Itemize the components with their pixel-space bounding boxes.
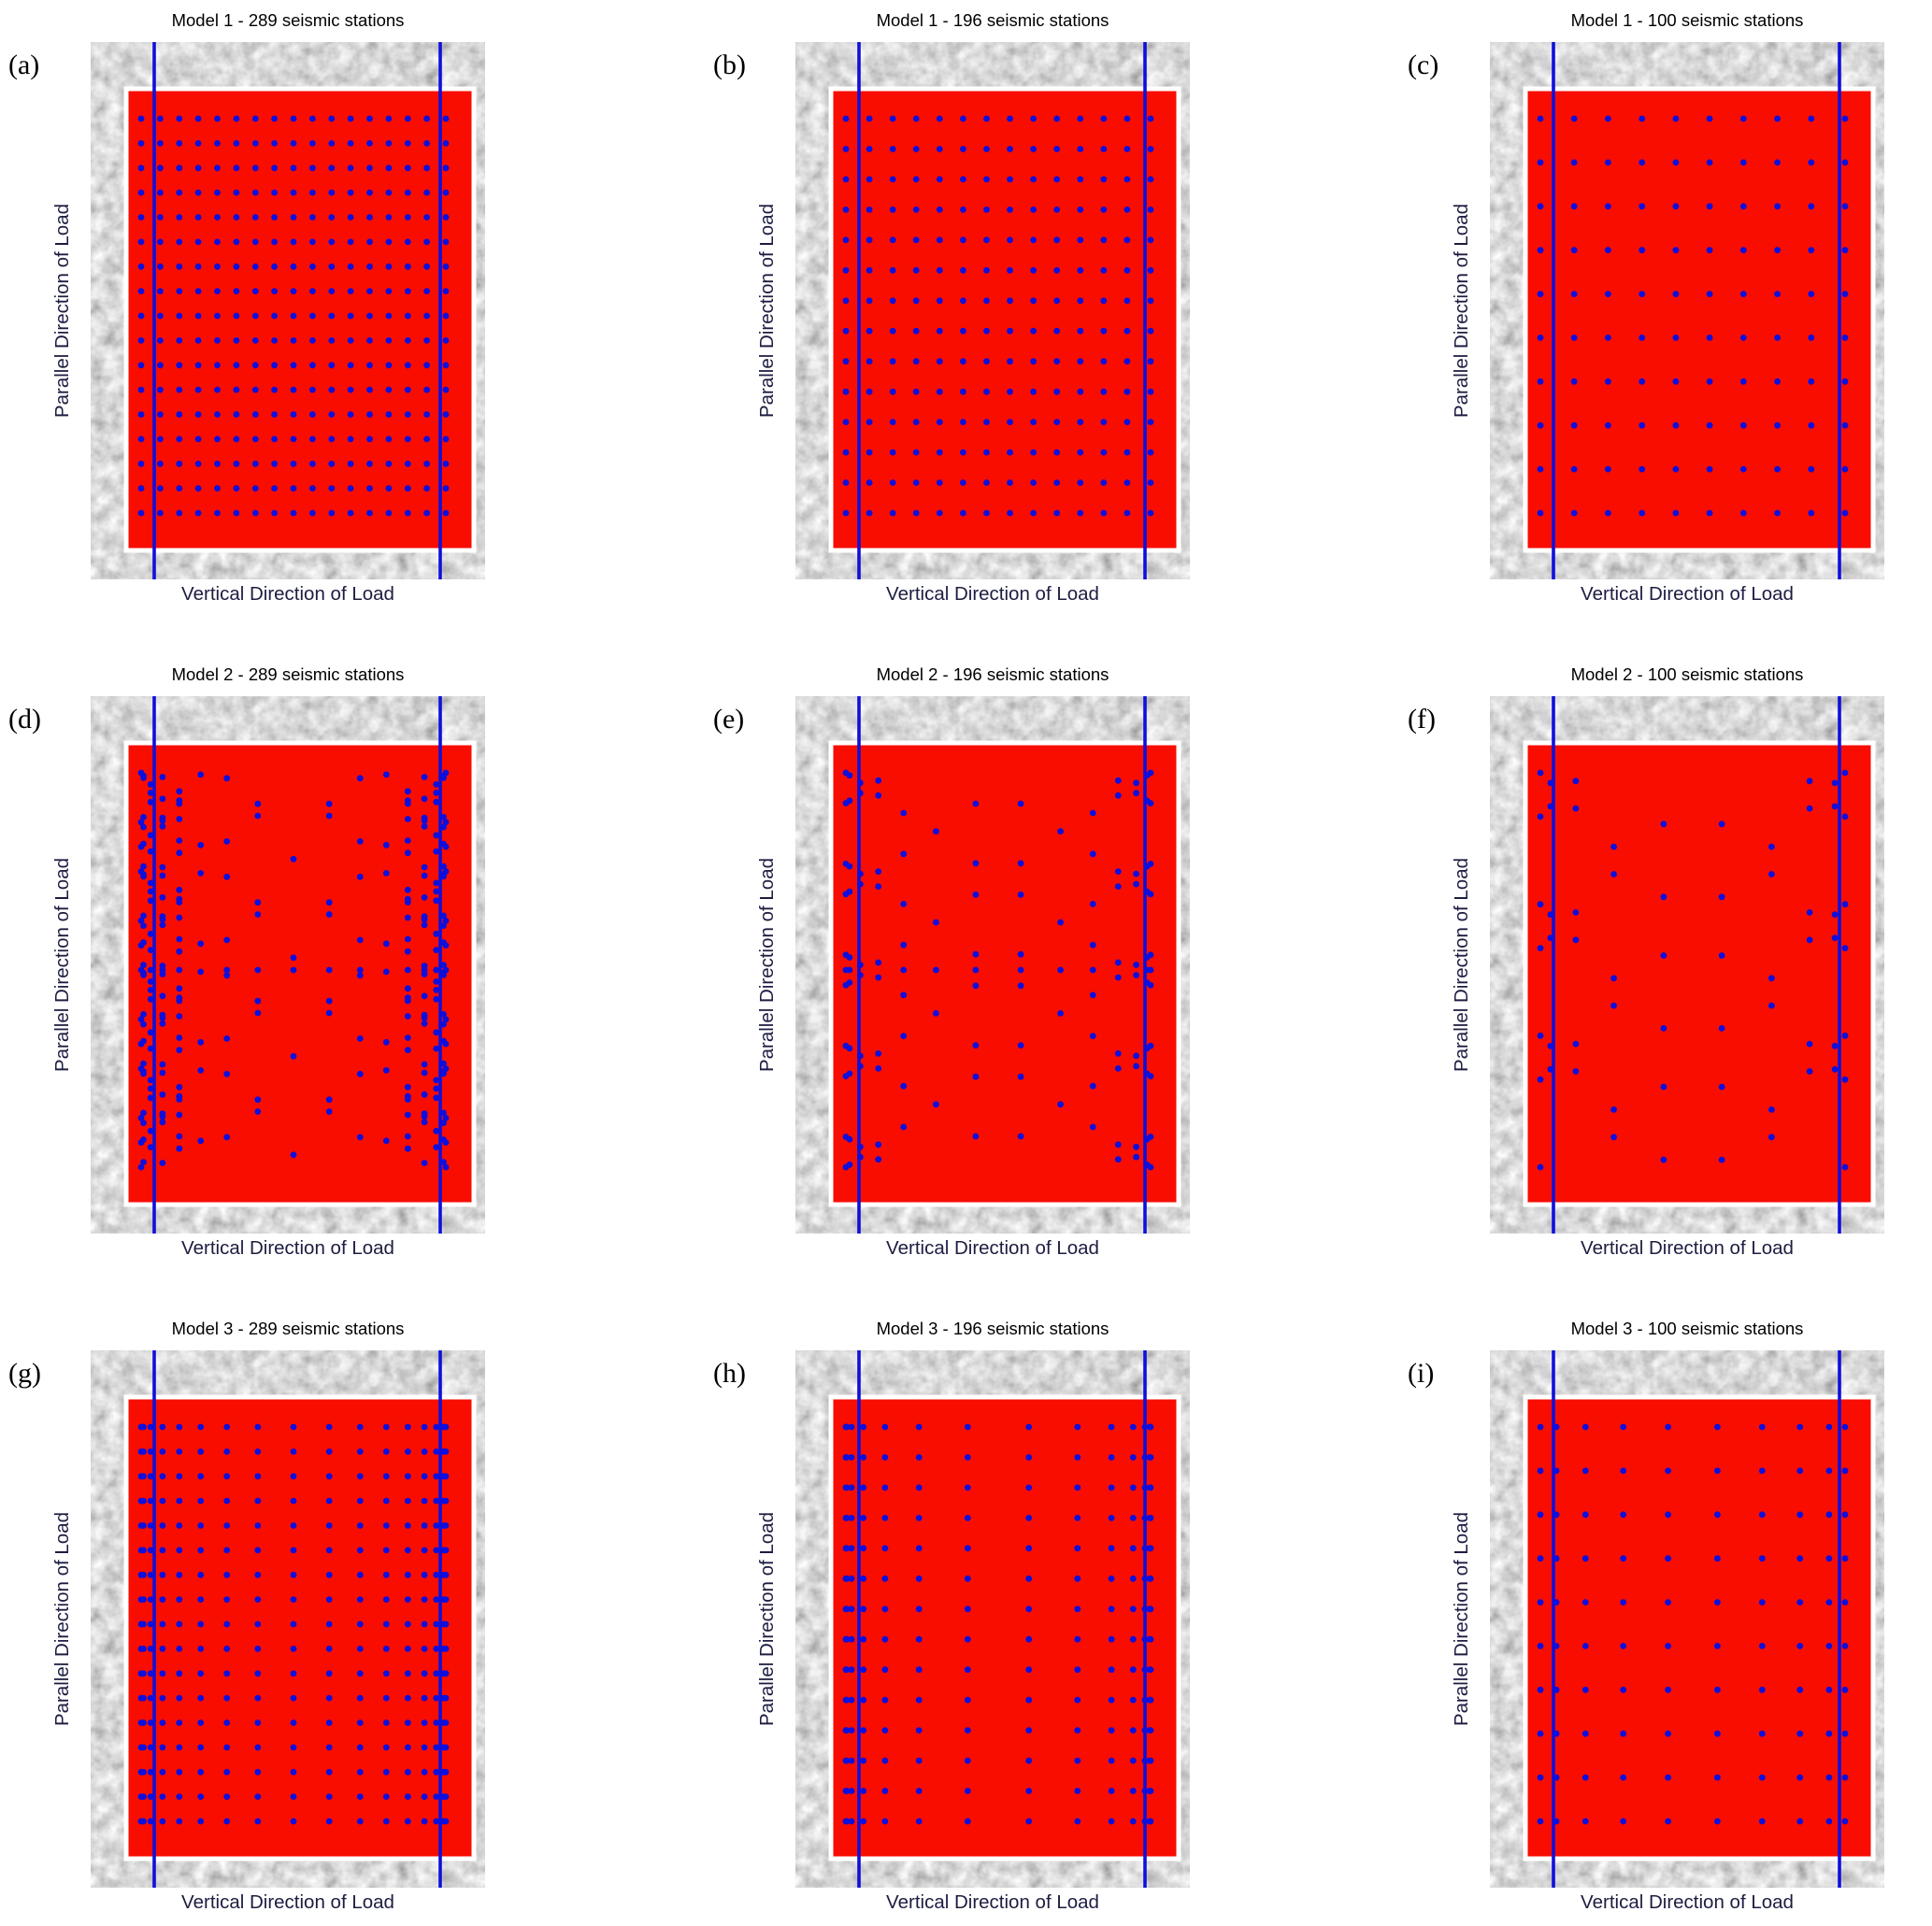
panel-corner-label: (b)	[713, 50, 746, 80]
panel-corner-label: (h)	[713, 1358, 746, 1389]
station-map-plot	[1490, 696, 1884, 1234]
station-dots	[842, 769, 1154, 1171]
y-axis-label: Parallel Direction of Load	[756, 857, 778, 1073]
seismic-panel: Model 3 - 100 seismic stations (i) Paral…	[1387, 1311, 1903, 1926]
seismic-panel: Model 3 - 196 seismic stations (h) Paral…	[693, 1311, 1209, 1926]
station-dots	[137, 115, 450, 517]
seismic-panel: Model 1 - 289 seismic stations (a) Paral…	[0, 3, 504, 643]
station-dots	[137, 1423, 450, 1825]
x-axis-label: Vertical Direction of Load	[886, 1237, 1099, 1259]
panel-corner-label: (f)	[1408, 704, 1436, 735]
panel-title: Model 2 - 196 seismic stations	[876, 664, 1109, 684]
y-axis-label: Parallel Direction of Load	[1451, 1511, 1472, 1727]
panel-title: Model 1 - 196 seismic stations	[876, 10, 1109, 30]
x-axis-label: Vertical Direction of Load	[1581, 1237, 1794, 1259]
y-axis-label: Parallel Direction of Load	[756, 203, 778, 419]
monitored-region-overlay	[828, 1394, 1181, 1862]
panel-title: Model 2 - 100 seismic stations	[1570, 664, 1804, 684]
station-map-plot	[795, 42, 1190, 579]
station-map-plot	[91, 1350, 485, 1888]
panel-title: Model 3 - 289 seismic stations	[171, 1319, 405, 1338]
station-map-plot	[1490, 1350, 1884, 1888]
station-dots	[1537, 115, 1849, 517]
y-axis-label: Parallel Direction of Load	[756, 1511, 778, 1727]
monitored-region-overlay	[123, 1394, 477, 1862]
seismic-panel: Model 2 - 196 seismic stations (e) Paral…	[693, 657, 1209, 1297]
station-map-plot	[91, 696, 485, 1234]
panel-corner-label: (e)	[713, 704, 745, 735]
station-dots	[1537, 1423, 1849, 1825]
x-axis-label: Vertical Direction of Load	[886, 1891, 1099, 1913]
monitored-region-overlay	[123, 740, 477, 1207]
station-dots	[1537, 769, 1849, 1171]
panel-corner-label: (d)	[8, 704, 41, 735]
y-axis-label: Parallel Direction of Load	[1451, 203, 1472, 419]
x-axis-label: Vertical Direction of Load	[181, 583, 394, 605]
seismic-panel: Model 3 - 289 seismic stations (g) Paral…	[0, 1311, 504, 1926]
panel-corner-label: (i)	[1408, 1358, 1435, 1389]
station-map-plot	[795, 696, 1190, 1234]
monitored-region-overlay	[1523, 86, 1876, 553]
station-map-plot	[1490, 42, 1884, 579]
x-axis-label: Vertical Direction of Load	[886, 583, 1099, 605]
station-dots	[842, 115, 1154, 517]
y-axis-label: Parallel Direction of Load	[1451, 857, 1472, 1073]
station-map-plot	[91, 42, 485, 579]
seismic-panel: Model 1 - 100 seismic stations (c) Paral…	[1387, 3, 1903, 643]
panel-corner-label: (g)	[8, 1358, 41, 1389]
monitored-region-overlay	[123, 86, 477, 553]
y-axis-label: Parallel Direction of Load	[51, 203, 73, 419]
panel-corner-label: (c)	[1408, 50, 1439, 80]
monitored-region-overlay	[828, 740, 1181, 1207]
panel-title: Model 2 - 289 seismic stations	[171, 664, 405, 684]
x-axis-label: Vertical Direction of Load	[181, 1891, 394, 1913]
panel-title: Model 1 - 100 seismic stations	[1570, 10, 1804, 30]
y-axis-label: Parallel Direction of Load	[51, 1511, 73, 1727]
panel-title: Model 1 - 289 seismic stations	[171, 10, 405, 30]
panel-title: Model 3 - 196 seismic stations	[876, 1319, 1109, 1338]
seismic-panel: Model 2 - 289 seismic stations (d) Paral…	[0, 657, 504, 1297]
x-axis-label: Vertical Direction of Load	[181, 1237, 394, 1259]
seismic-panel: Model 2 - 100 seismic stations (f) Paral…	[1387, 657, 1903, 1297]
panel-title: Model 3 - 100 seismic stations	[1570, 1319, 1804, 1338]
station-dots	[137, 769, 450, 1171]
monitored-region-overlay	[1523, 1394, 1876, 1862]
x-axis-label: Vertical Direction of Load	[1581, 1891, 1794, 1913]
y-axis-label: Parallel Direction of Load	[51, 857, 73, 1073]
monitored-region-overlay	[828, 86, 1181, 553]
station-map-plot	[795, 1350, 1190, 1888]
monitored-region-overlay	[1523, 740, 1876, 1207]
seismic-panel: Model 1 - 196 seismic stations (b) Paral…	[693, 3, 1209, 643]
station-dots	[842, 1423, 1154, 1825]
panel-corner-label: (a)	[8, 50, 40, 80]
x-axis-label: Vertical Direction of Load	[1581, 583, 1794, 605]
